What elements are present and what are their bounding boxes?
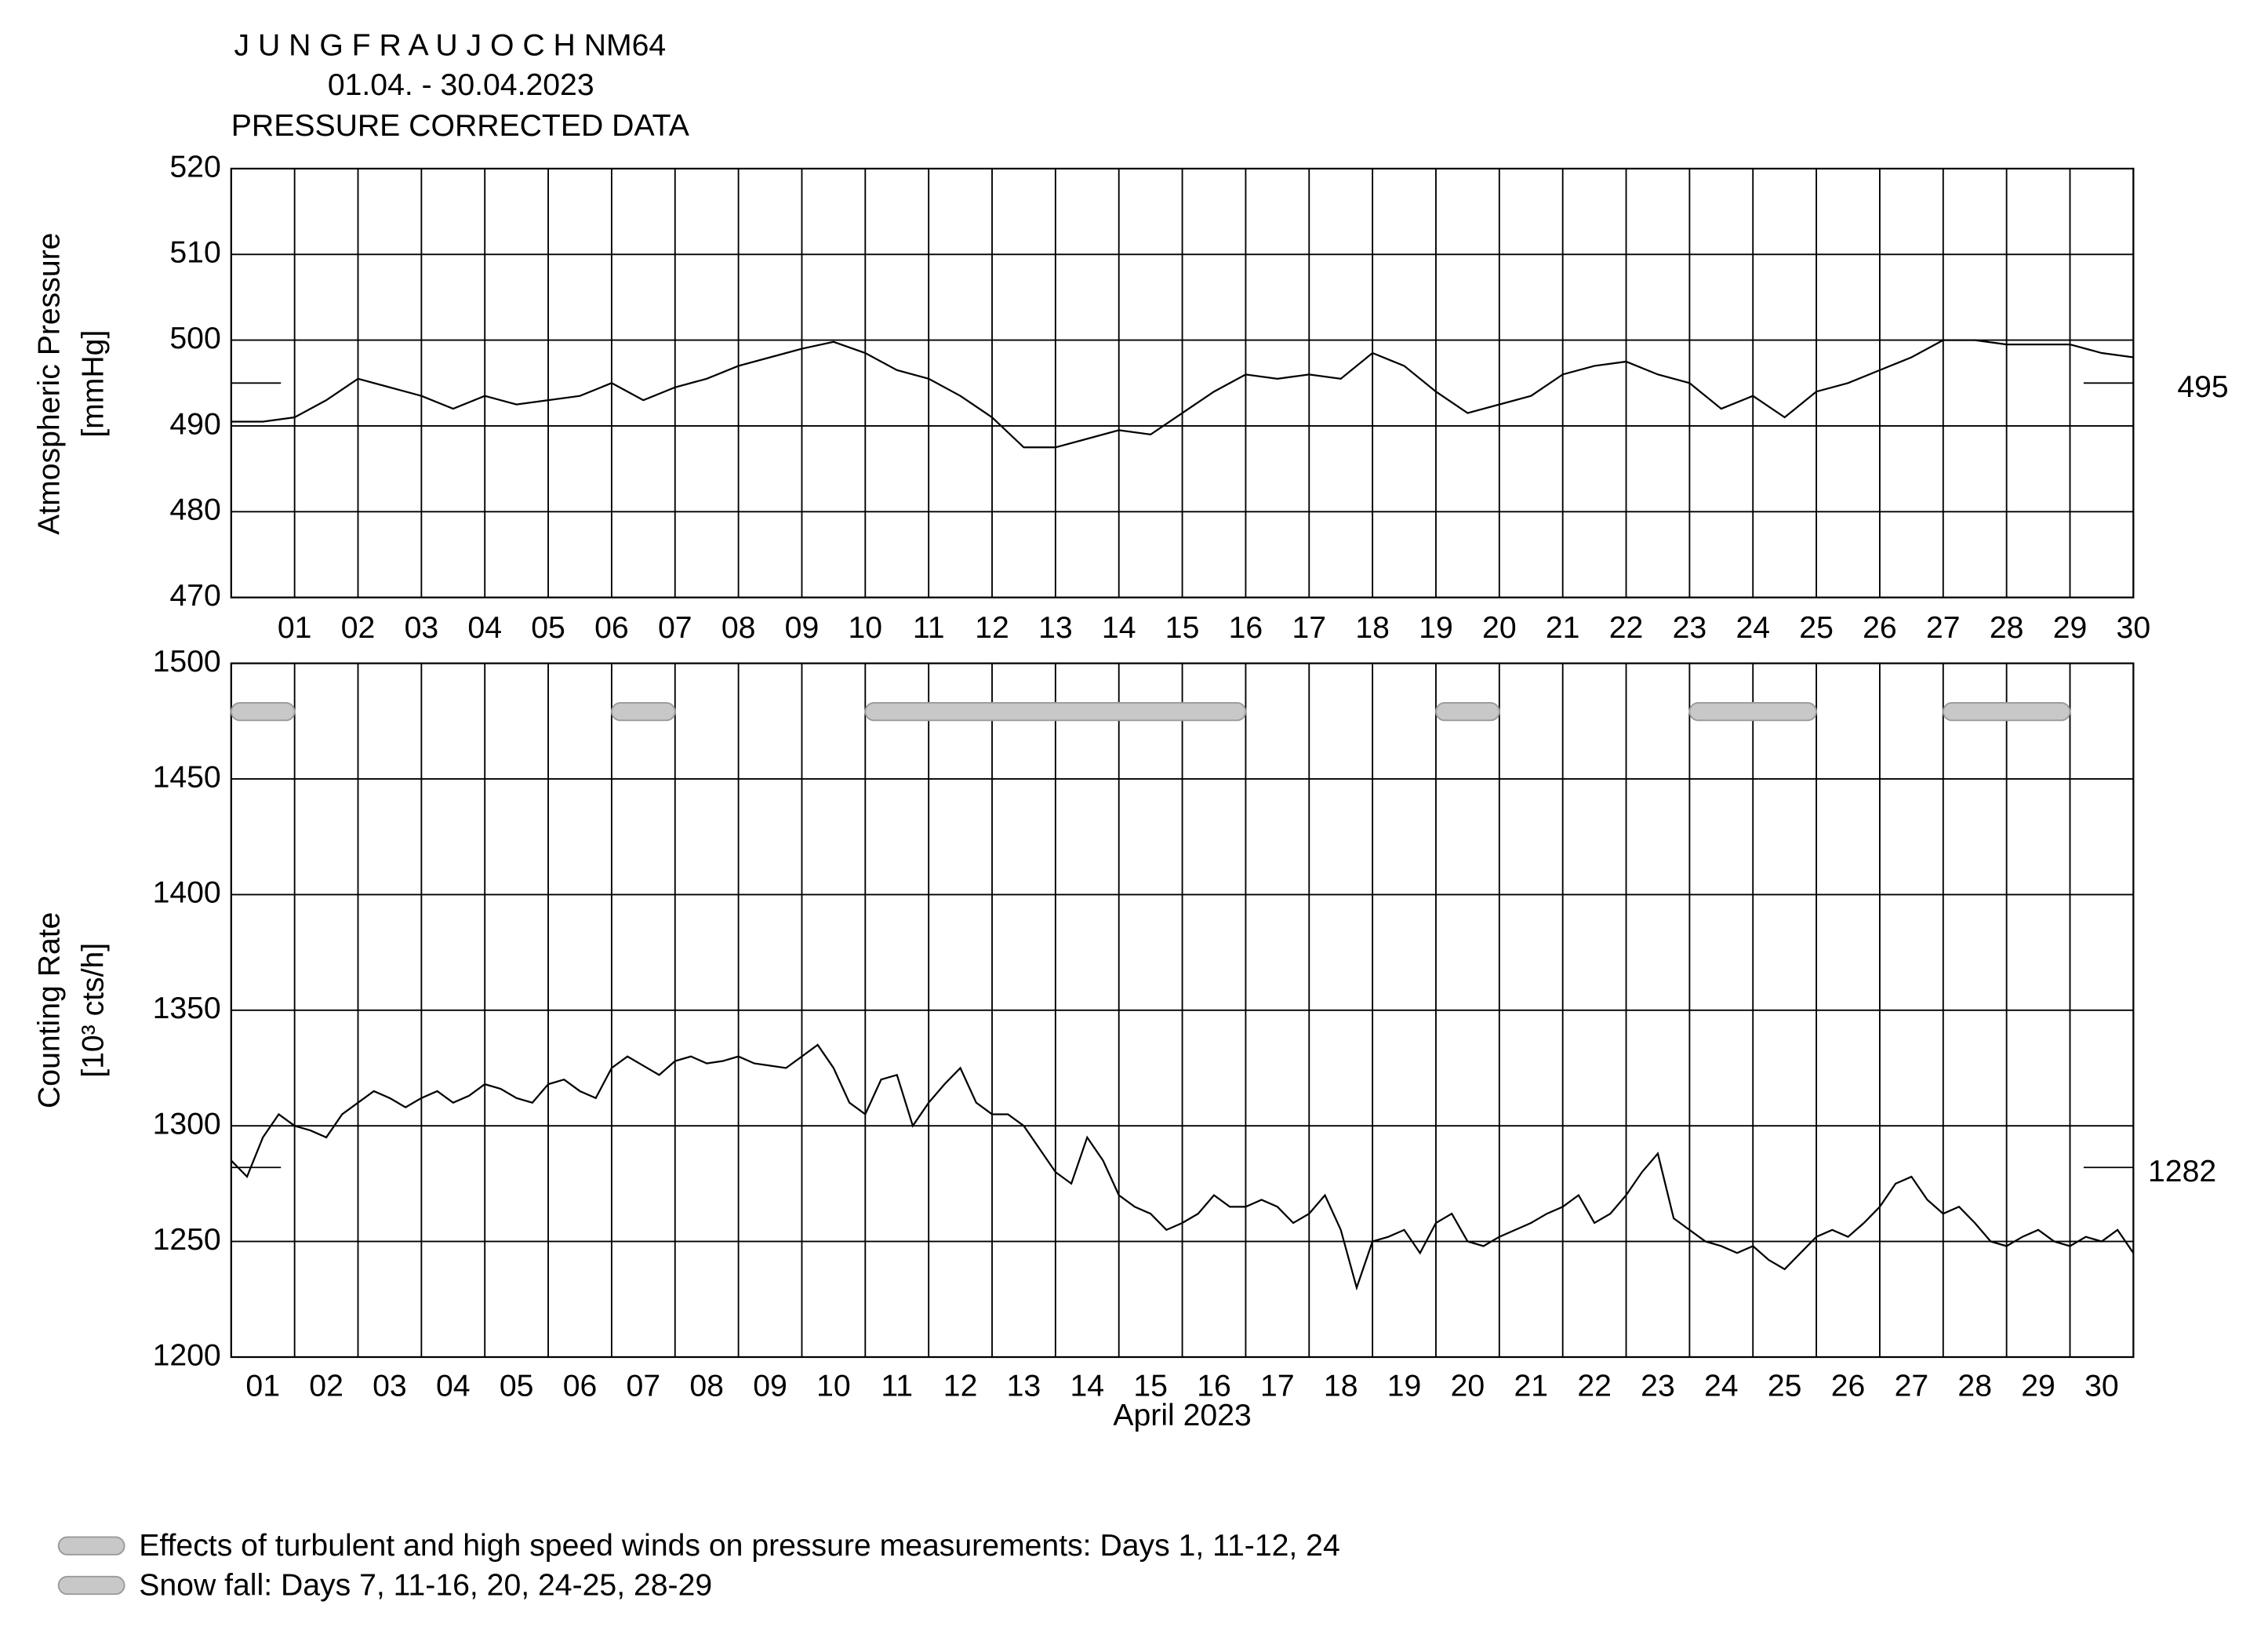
x-tick-label: 10	[849, 611, 883, 645]
legend-label: Snow fall: Days 7, 11-16, 20, 24-25, 28-…	[139, 1568, 712, 1602]
reference-label: 495	[2177, 370, 2228, 404]
x-tick-label: 17	[1292, 611, 1326, 645]
x-tick-label: 05	[531, 611, 565, 645]
x-tick-label: 24	[1704, 1370, 1739, 1403]
x-tick-label: 25	[1768, 1370, 1802, 1403]
x-tick-label: 30	[2084, 1370, 2119, 1403]
y-tick-label: 1300	[153, 1108, 221, 1141]
y-tick-label: 510	[169, 236, 220, 270]
y-tick-label: 1450	[153, 760, 221, 794]
y-tick-label: 490	[169, 407, 220, 441]
x-tick-label: 04	[436, 1370, 471, 1403]
y-tick-label: 470	[169, 579, 220, 613]
x-tick-label: 20	[1451, 1370, 1485, 1403]
band	[864, 702, 1247, 722]
y-axis-label: [mmHg]	[77, 330, 111, 438]
y-tick-label: 1200	[153, 1338, 221, 1372]
band	[1688, 702, 1818, 722]
x-tick-label: 18	[1324, 1370, 1358, 1403]
x-tick-label: 13	[1038, 611, 1073, 645]
x-tick-label: 30	[2117, 611, 2151, 645]
x-tick-label: 08	[721, 611, 756, 645]
x-tick-label: 27	[1926, 611, 1961, 645]
x-tick-label: 09	[753, 1370, 787, 1403]
x-tick-label: 15	[1165, 611, 1200, 645]
x-tick-label: 16	[1197, 1370, 1231, 1403]
x-tick-label: 29	[2053, 611, 2088, 645]
band	[1942, 702, 2071, 722]
legend-label: Effects of turbulent and high speed wind…	[139, 1529, 1340, 1563]
x-tick-label: 22	[1577, 1370, 1612, 1403]
chart-subtitle: 01.04. - 30.04.2023	[328, 68, 594, 102]
x-tick-label: 07	[658, 611, 692, 645]
x-tick-label: 09	[785, 611, 820, 645]
x-tick-label: 14	[1102, 611, 1136, 645]
y-tick-label: 1250	[153, 1223, 221, 1257]
y-tick-label: 1500	[153, 645, 221, 679]
y-tick-label: 480	[169, 493, 220, 527]
x-tick-label: 26	[1831, 1370, 1866, 1403]
x-tick-label: 23	[1673, 611, 1707, 645]
x-tick-label: 07	[627, 1370, 661, 1403]
x-tick-label: 27	[1895, 1370, 1929, 1403]
plot-frame	[230, 662, 2135, 1359]
x-tick-label: 03	[373, 1370, 407, 1403]
legend-swatch	[57, 1575, 125, 1596]
x-tick-label: 20	[1482, 611, 1517, 645]
legend-swatch	[57, 1536, 125, 1556]
x-tick-label: 26	[1863, 611, 1897, 645]
x-tick-label: 14	[1070, 1370, 1105, 1403]
x-tick-label: 17	[1260, 1370, 1295, 1403]
x-tick-label: 03	[405, 611, 439, 645]
x-tick-label: 10	[816, 1370, 851, 1403]
x-tick-label: 21	[1514, 1370, 1548, 1403]
x-tick-label: 06	[594, 611, 629, 645]
x-tick-label: 11	[881, 1370, 913, 1403]
x-tick-label: 22	[1609, 611, 1644, 645]
x-tick-label: 28	[1957, 1370, 1992, 1403]
x-tick-label: 01	[278, 611, 312, 645]
y-tick-label: 1400	[153, 876, 221, 910]
band	[610, 702, 676, 722]
x-tick-label: 06	[563, 1370, 598, 1403]
x-tick-label: 19	[1387, 1370, 1422, 1403]
x-tick-label: 28	[1990, 611, 2024, 645]
y-tick-label: 1350	[153, 992, 221, 1025]
y-tick-label: 520	[169, 150, 220, 184]
chart-title: J U N G F R A U J O C H NM64	[234, 28, 667, 62]
x-tick-label: 18	[1355, 611, 1390, 645]
x-tick-label: 21	[1546, 611, 1580, 645]
x-axis-label: April 2023	[1113, 1399, 1251, 1432]
x-tick-label: 24	[1736, 611, 1770, 645]
y-axis-label: Counting Rate	[33, 912, 67, 1108]
reference-label: 1282	[2148, 1155, 2216, 1188]
x-tick-label: 02	[309, 1370, 343, 1403]
x-tick-label: 16	[1229, 611, 1263, 645]
x-tick-label: 29	[2021, 1370, 2055, 1403]
y-axis-label: [10³ cts/h]	[77, 943, 111, 1078]
x-tick-label: 13	[1007, 1370, 1041, 1403]
x-tick-label: 04	[467, 611, 502, 645]
x-tick-label: 15	[1133, 1370, 1168, 1403]
x-tick-label: 11	[913, 611, 945, 645]
x-tick-label: 02	[341, 611, 376, 645]
x-tick-label: 12	[943, 1370, 978, 1403]
y-axis-label: Atmospheric Pressure	[33, 233, 67, 535]
x-tick-label: 05	[500, 1370, 534, 1403]
x-tick-label: 19	[1419, 611, 1453, 645]
band	[230, 702, 296, 722]
band	[1435, 702, 1500, 722]
x-tick-label: 01	[245, 1370, 280, 1403]
chart-subtitle: PRESSURE CORRECTED DATA	[231, 109, 690, 143]
data-line	[231, 339, 2134, 449]
x-tick-label: 12	[975, 611, 1009, 645]
x-tick-label: 08	[689, 1370, 724, 1403]
data-line	[230, 1043, 2135, 1291]
x-tick-label: 23	[1641, 1370, 1675, 1403]
x-tick-label: 25	[1799, 611, 1834, 645]
y-tick-label: 500	[169, 322, 220, 355]
